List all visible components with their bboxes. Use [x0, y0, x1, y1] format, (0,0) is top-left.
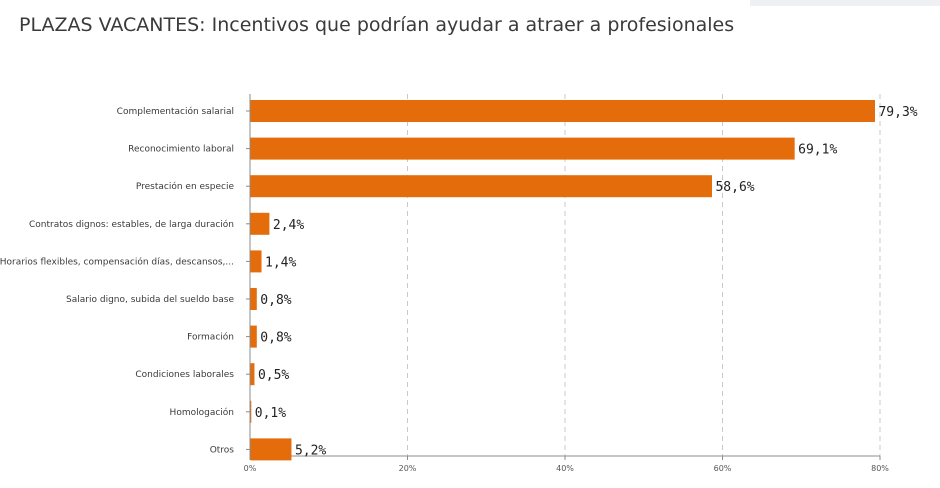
data-label: 2,4% [273, 218, 304, 233]
bar [250, 400, 252, 423]
bar [250, 137, 795, 160]
x-tick-label: 40% [556, 464, 574, 473]
bar [250, 175, 712, 198]
category-label: Horarios flexibles, compensación días, d… [0, 256, 234, 267]
x-tick-label: 20% [399, 464, 417, 473]
data-label: 0,5% [258, 368, 289, 383]
bar [250, 288, 257, 310]
data-label: 79,3% [878, 105, 917, 120]
category-label: Prestación en especie [136, 181, 235, 192]
x-tick-label: 80% [871, 464, 889, 473]
data-label: 69,1% [798, 143, 837, 158]
bar [250, 100, 875, 122]
category-label: Reconocimiento laboral [128, 145, 234, 155]
bar [250, 325, 257, 348]
corner-tab [750, 0, 940, 6]
category-label: Formación [187, 332, 234, 343]
category-label: Complementación salarial [117, 106, 234, 117]
data-label: 5,2% [295, 443, 326, 458]
page-title: PLAZAS VACANTES: Incentivos que podrían … [19, 14, 735, 36]
category-label: Homologación [170, 407, 234, 418]
x-tick-label: 60% [714, 464, 732, 473]
data-label: 0,8% [260, 293, 291, 308]
category-label: Contratos dignos: estables, de larga dur… [29, 219, 234, 230]
category-label: Otros [210, 445, 235, 455]
category-label: Salario digno, subida del sueldo base [66, 295, 234, 305]
x-tick-label: 0% [244, 464, 257, 473]
data-label: 0,8% [260, 331, 291, 346]
data-label: 0,1% [255, 406, 286, 421]
category-label: Condiciones laborales [135, 370, 234, 380]
bar [250, 250, 262, 273]
bar [250, 363, 255, 386]
data-label: 1,4% [265, 255, 296, 270]
bar [250, 212, 270, 235]
bar [250, 438, 292, 461]
data-label: 58,6% [715, 180, 754, 195]
